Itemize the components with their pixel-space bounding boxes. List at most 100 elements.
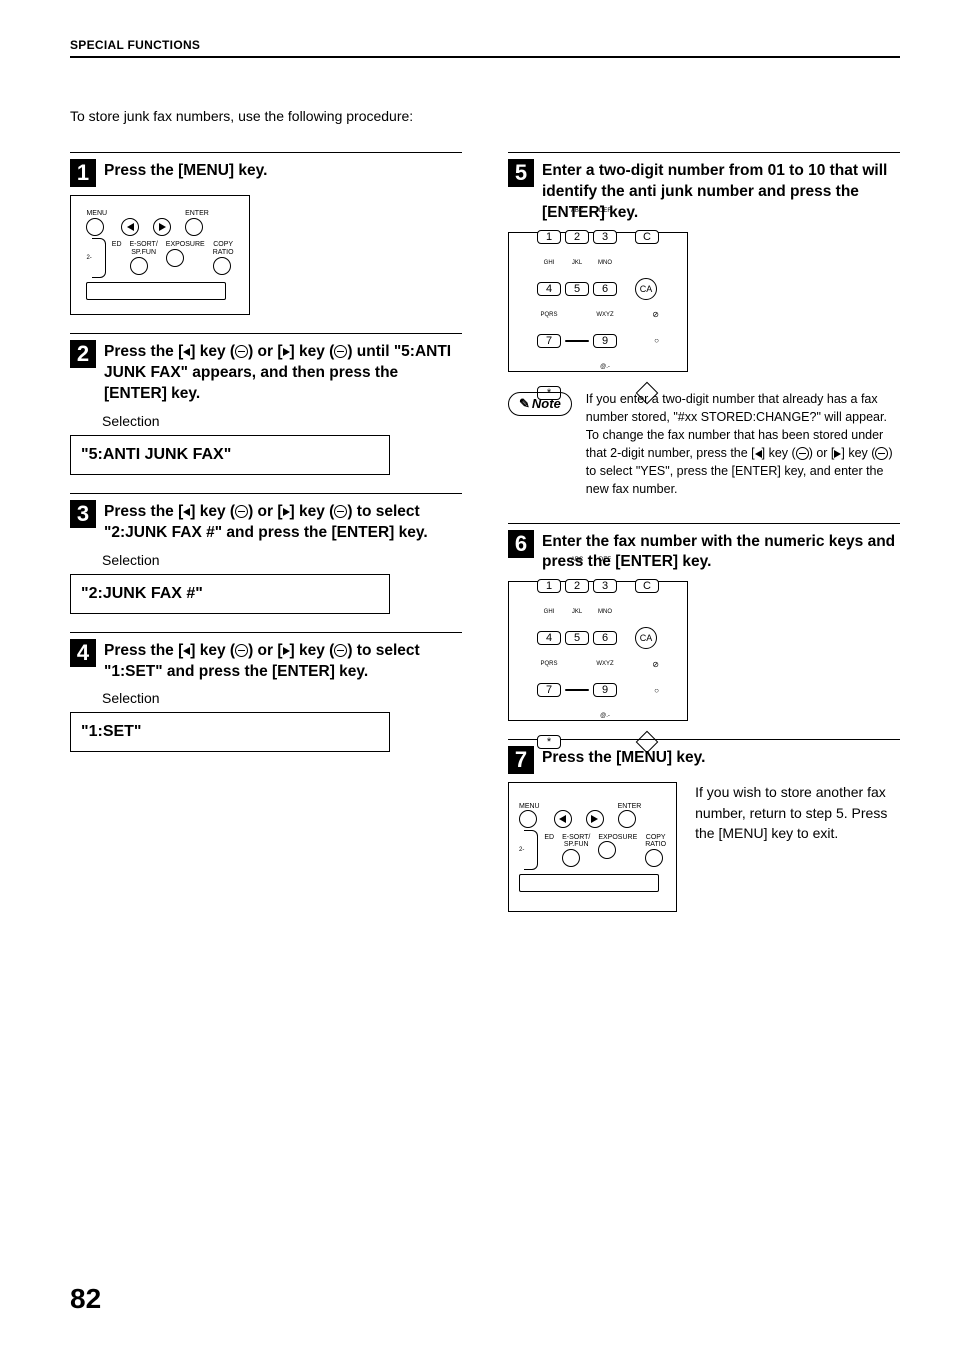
kl: @.- <box>593 363 617 371</box>
display-slot-icon <box>86 282 226 300</box>
triangle-left-icon <box>755 450 762 458</box>
key-5: 5 <box>565 631 589 645</box>
t: ] key ( <box>190 642 235 659</box>
kl: ABC <box>565 556 589 564</box>
triangle-right-icon <box>283 508 290 516</box>
kl: GHI <box>537 259 561 267</box>
t: ) or [ <box>248 642 282 659</box>
label-esort: E-SORT/ SP.FUN <box>130 241 158 256</box>
label-menu: MENU <box>519 803 540 811</box>
control-panel-illustration: MENU ENTER 2- ED E-SORT/ SP.FUN EXPO <box>508 782 677 912</box>
triangle-right-icon <box>283 348 290 356</box>
key-9: 9 <box>593 683 617 697</box>
kl <box>565 660 589 668</box>
kl <box>537 712 561 720</box>
kl: MNO <box>593 608 617 616</box>
section-heading: SPECIAL FUNCTIONS <box>70 38 900 52</box>
enter-button-icon <box>618 810 636 828</box>
label-enter: ENTER <box>185 210 209 218</box>
divider <box>508 152 900 153</box>
kl: WXYZ <box>593 311 617 319</box>
display-value: "1:SET" <box>70 712 390 752</box>
dot-icon: ○ <box>635 686 659 695</box>
page-header: SPECIAL FUNCTIONS <box>70 38 900 58</box>
key-1: 1 <box>537 230 561 244</box>
key-3: 3 <box>593 579 617 593</box>
t: ) or [ <box>248 503 282 520</box>
label-esort: E-SORT/ SP.FUN <box>562 834 590 849</box>
numeric-keypad-illustration: ABCDEF 123C GHIJKLMNO 456CA PQRSWXYZ⊘ 79… <box>508 581 688 721</box>
step-7-side-text: If you wish to store another fax number,… <box>695 782 900 843</box>
circle-icon <box>334 345 347 358</box>
key-7: 7 <box>537 334 561 348</box>
kl: @.- <box>593 712 617 720</box>
label-side: 2- <box>86 255 91 262</box>
triangle-right-icon <box>283 647 290 655</box>
note-label: Note <box>532 396 561 411</box>
display-slot-icon <box>519 874 659 892</box>
label-copy: COPY RATIO <box>645 834 666 849</box>
t: Press the [ <box>104 503 183 520</box>
key-1: 1 <box>537 579 561 593</box>
key-ca: CA <box>635 627 657 649</box>
label-enter: ENTER <box>618 803 642 811</box>
kl <box>565 363 589 371</box>
kl: WXYZ <box>593 660 617 668</box>
kl: DEF <box>593 556 617 564</box>
numeric-keypad-illustration: ABCDEF 123C GHIJKLMNO 456CA PQRSWXYZ⊘ 79… <box>508 232 688 372</box>
kl <box>537 556 561 564</box>
key-5: 5 <box>565 282 589 296</box>
key-7: 7 <box>537 683 561 697</box>
content-columns: 1 Press the [MENU] key. MENU ENTER 2- <box>70 152 900 930</box>
circle-icon <box>235 505 248 518</box>
page-number: 82 <box>70 1283 101 1315</box>
key-ca: CA <box>635 278 657 300</box>
circle-icon <box>875 447 888 460</box>
key-4: 4 <box>537 282 561 296</box>
kl <box>565 712 589 720</box>
step-3: 3 Press the [] key () or [] key () to se… <box>70 500 462 614</box>
key-2: 2 <box>565 230 589 244</box>
kl: ABC <box>565 207 589 215</box>
kl <box>537 207 561 215</box>
selection-label: Selection <box>102 690 462 706</box>
circle-icon <box>796 447 809 460</box>
selection-label: Selection <box>102 413 462 429</box>
divider <box>508 523 900 524</box>
triangle-right-icon <box>591 815 598 823</box>
exposure-button-icon <box>598 841 616 859</box>
pencil-icon: ✎ <box>519 396 530 412</box>
menu-button-icon <box>86 218 104 236</box>
triangle-left-icon <box>127 223 134 231</box>
step-number: 2 <box>70 340 96 368</box>
divider <box>70 632 462 633</box>
left-button-icon <box>554 810 572 828</box>
display-value: "5:ANTI JUNK FAX" <box>70 435 390 475</box>
label-exposure: EXPOSURE <box>598 834 637 842</box>
t: Press the [ <box>104 642 183 659</box>
stop-icon: ⊘ <box>635 660 659 669</box>
triangle-left-icon <box>559 815 566 823</box>
key-c: C <box>635 230 659 244</box>
kl: MNO <box>593 259 617 267</box>
circle-icon <box>235 644 248 657</box>
copy-button-icon <box>645 849 663 867</box>
dot-icon: ○ <box>635 336 659 345</box>
key-8 <box>565 689 589 691</box>
key-8 <box>565 340 589 342</box>
step-number: 5 <box>508 159 534 187</box>
panel-tab-icon <box>524 830 538 870</box>
t: ] key ( <box>841 446 875 460</box>
step-title: Press the [] key () or [] key () to sele… <box>104 639 462 683</box>
menu-button-icon <box>519 810 537 828</box>
key-c: C <box>635 579 659 593</box>
esort-button-icon <box>130 257 148 275</box>
label-ed: ED <box>544 834 554 842</box>
t: ) or [ <box>248 343 282 360</box>
key-6: 6 <box>593 282 617 296</box>
kl <box>565 311 589 319</box>
step-2: 2 Press the [] key () or [] key () until… <box>70 340 462 475</box>
key-3: 3 <box>593 230 617 244</box>
display-value: "2:JUNK FAX #" <box>70 574 390 614</box>
panel-tab-icon <box>92 238 106 278</box>
